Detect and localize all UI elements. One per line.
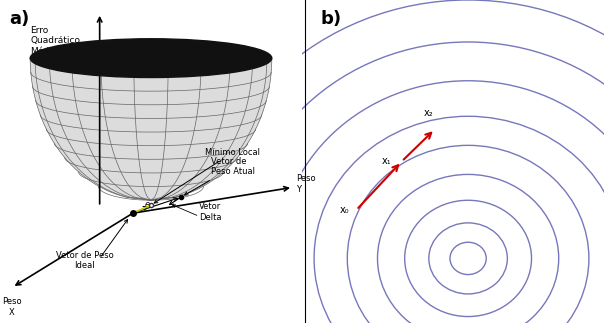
Polygon shape — [30, 58, 272, 200]
Text: Mínimo Local: Mínimo Local — [154, 148, 260, 203]
Text: x₂: x₂ — [424, 108, 434, 118]
Text: Erro
Quadrático
Médio: Erro Quadrático Médio — [30, 26, 80, 56]
Text: Vetor
Delta: Vetor Delta — [199, 202, 222, 222]
Text: Vetor de
Peso Atual: Vetor de Peso Atual — [185, 157, 255, 195]
Text: Vetor de Peso
Ideal: Vetor de Peso Ideal — [56, 251, 114, 270]
Text: Peso
X: Peso X — [2, 297, 22, 317]
Ellipse shape — [30, 39, 272, 78]
Text: a): a) — [9, 10, 30, 28]
Text: b): b) — [320, 10, 341, 28]
Text: Peso
Y: Peso Y — [296, 174, 315, 194]
Text: e: e — [145, 200, 150, 209]
Text: x₁: x₁ — [382, 157, 391, 166]
Text: x₀: x₀ — [339, 205, 349, 215]
